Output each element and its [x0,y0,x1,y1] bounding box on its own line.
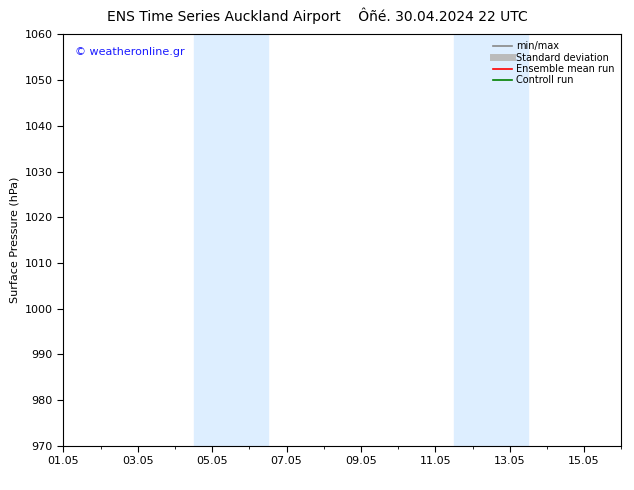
Bar [193,34,268,446]
Legend: min/max, Standard deviation, Ensemble mean run, Controll run: min/max, Standard deviation, Ensemble me… [489,37,618,89]
Bar [454,34,528,446]
Y-axis label: Surface Pressure (hPa): Surface Pressure (hPa) [10,177,19,303]
Text: ENS Time Series Auckland Airport    Ôñé. 30.04.2024 22 UTC: ENS Time Series Auckland Airport Ôñé. 30… [107,7,527,24]
Text: © weatheronline.gr: © weatheronline.gr [75,47,184,57]
